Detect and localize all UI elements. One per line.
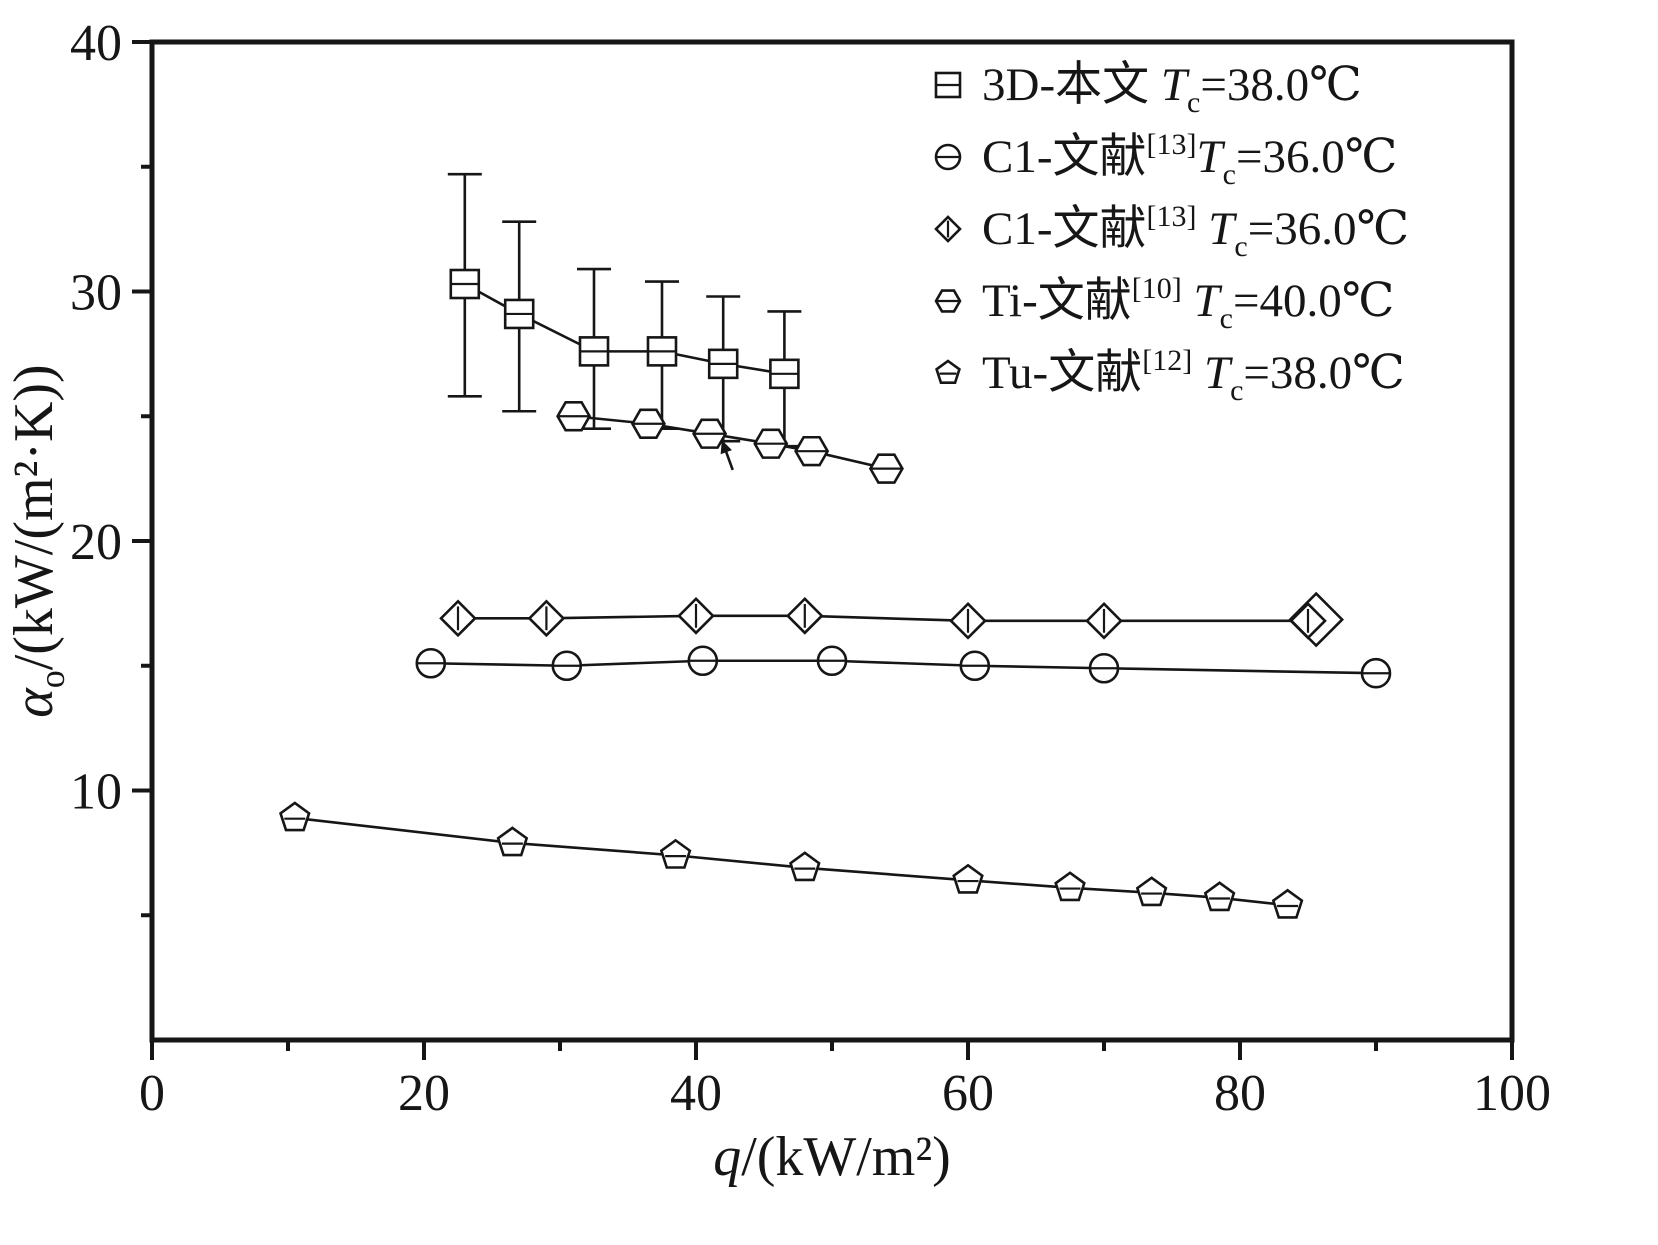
extra-large-diamond-marker: [1288, 591, 1344, 648]
series-line: [458, 614, 1308, 623]
x-tick-label: 0: [139, 1065, 165, 1122]
series-2-diamond: [439, 597, 1327, 640]
legend-label: C1-文献[13] Tc=36.0℃: [982, 200, 1409, 263]
x-tick-label: 100: [1473, 1065, 1551, 1122]
legend-label: 3D-本文 Tc=38.0℃: [982, 59, 1362, 119]
tick-labels: 0 20 40 60 80 100 10 20 30 40: [70, 15, 1551, 1122]
legend-label: Tu-文献[12] Tc=38.0℃: [982, 344, 1405, 407]
x-tick-label: 40: [670, 1065, 722, 1122]
axis-titles: q/(kW/m²) αo/(kW/(m²·K)): [3, 364, 951, 1188]
axes: [149, 39, 1515, 1043]
y-tick-label: 30: [70, 265, 122, 322]
legend: 3D-本文 Tc=38.0℃ C1-文献[13]Tc=36.0℃ C1-文献[13]…: [934, 59, 1409, 407]
legend-label: C1-文献[13]Tc=36.0℃: [982, 128, 1397, 191]
series-1-circle: [415, 645, 1392, 689]
plot-frame: [149, 39, 1515, 1043]
series-4-pentagon: [279, 801, 1304, 919]
y-tick-label: 40: [70, 15, 122, 72]
y-axis-title: αo/(kW/(m²·K)): [3, 364, 72, 717]
series-0-square: [447, 172, 802, 448]
legend-label: Ti-文献[10] Tc=40.0℃: [982, 272, 1394, 335]
x-axis-title: q/(kW/m²): [713, 1126, 951, 1188]
annotation-arrow: [720, 439, 734, 471]
y-tick-label: 20: [70, 514, 122, 571]
x-tick-label: 60: [942, 1065, 994, 1122]
y-tick-label: 10: [70, 764, 122, 821]
x-tick-label: 20: [398, 1065, 450, 1122]
tick-marks: [132, 40, 1514, 1060]
x-tick-label: 80: [1214, 1065, 1266, 1122]
series-3-hexagon: [556, 401, 904, 484]
